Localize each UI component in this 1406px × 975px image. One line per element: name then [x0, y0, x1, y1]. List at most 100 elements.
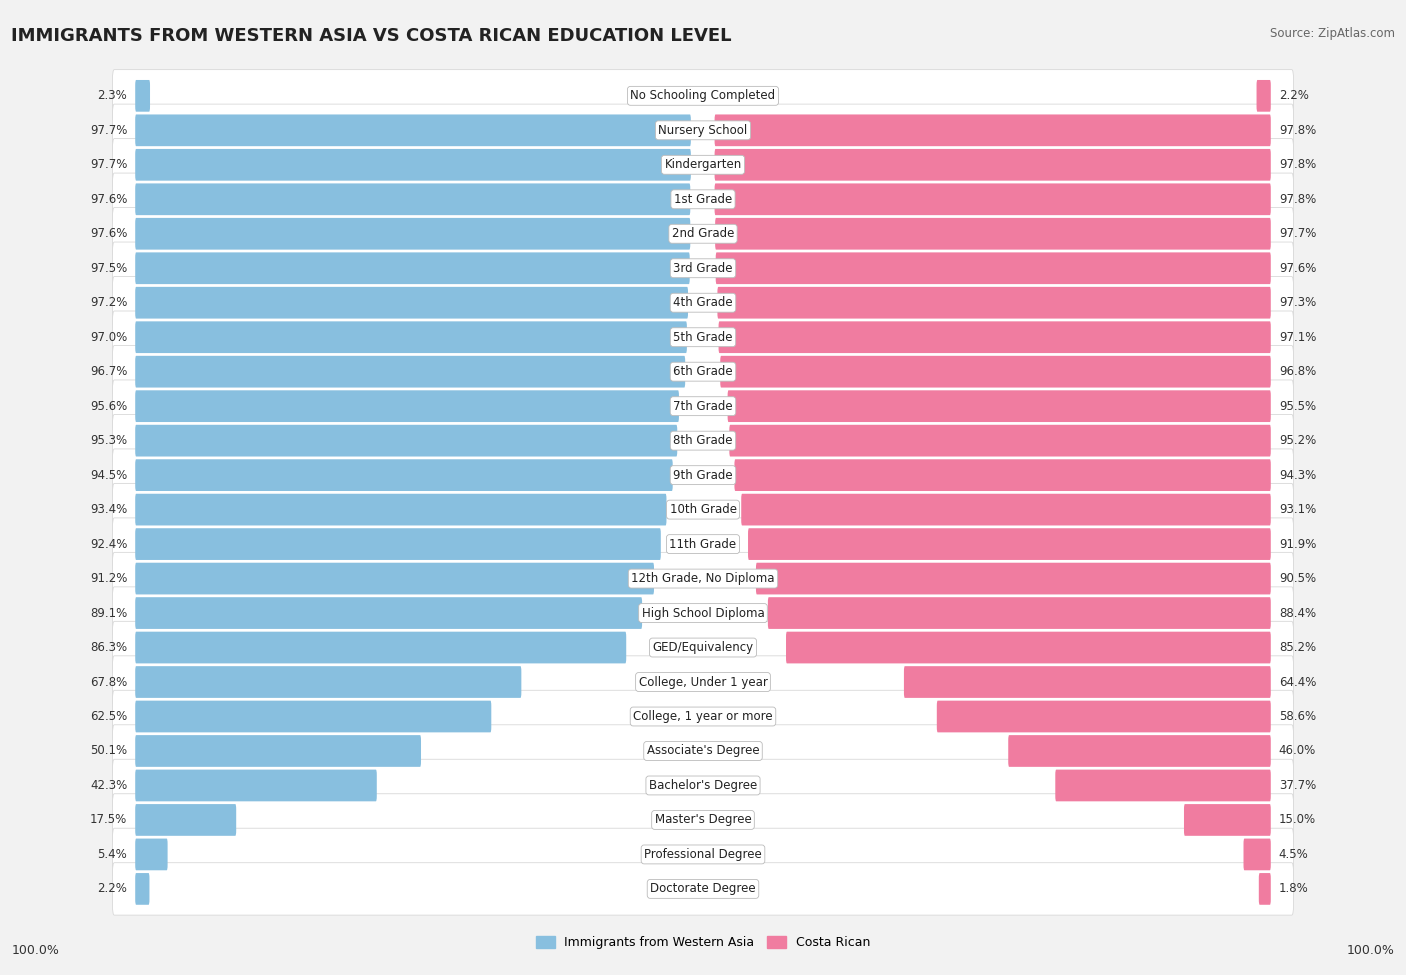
- Text: 10th Grade: 10th Grade: [669, 503, 737, 516]
- Text: 2.2%: 2.2%: [97, 882, 128, 895]
- Text: Master's Degree: Master's Degree: [655, 813, 751, 827]
- Text: 64.4%: 64.4%: [1279, 676, 1316, 688]
- FancyBboxPatch shape: [1008, 735, 1271, 767]
- Text: 11th Grade: 11th Grade: [669, 537, 737, 551]
- Text: 4.5%: 4.5%: [1279, 848, 1309, 861]
- Text: 4th Grade: 4th Grade: [673, 296, 733, 309]
- Text: 97.7%: 97.7%: [90, 158, 128, 172]
- FancyBboxPatch shape: [135, 253, 690, 284]
- FancyBboxPatch shape: [1257, 80, 1271, 112]
- FancyBboxPatch shape: [716, 217, 1271, 250]
- Text: 88.4%: 88.4%: [1279, 606, 1316, 619]
- Text: 97.7%: 97.7%: [90, 124, 128, 136]
- FancyBboxPatch shape: [112, 448, 1294, 501]
- FancyBboxPatch shape: [720, 356, 1271, 387]
- FancyBboxPatch shape: [112, 690, 1294, 743]
- Text: 97.0%: 97.0%: [90, 331, 128, 344]
- Text: 67.8%: 67.8%: [90, 676, 128, 688]
- Text: 3rd Grade: 3rd Grade: [673, 261, 733, 275]
- FancyBboxPatch shape: [786, 632, 1271, 663]
- Text: GED/Equivalency: GED/Equivalency: [652, 641, 754, 654]
- Text: 86.3%: 86.3%: [90, 641, 128, 654]
- FancyBboxPatch shape: [112, 414, 1294, 467]
- FancyBboxPatch shape: [112, 208, 1294, 260]
- Text: 95.2%: 95.2%: [1279, 434, 1316, 448]
- Text: 2nd Grade: 2nd Grade: [672, 227, 734, 240]
- FancyBboxPatch shape: [112, 174, 1294, 225]
- Text: 46.0%: 46.0%: [1279, 745, 1316, 758]
- Text: 2.2%: 2.2%: [1279, 90, 1309, 102]
- Text: Bachelor's Degree: Bachelor's Degree: [650, 779, 756, 792]
- FancyBboxPatch shape: [728, 390, 1271, 422]
- Text: 95.5%: 95.5%: [1279, 400, 1316, 412]
- Text: 50.1%: 50.1%: [90, 745, 128, 758]
- FancyBboxPatch shape: [1243, 838, 1271, 871]
- Text: 97.6%: 97.6%: [90, 193, 128, 206]
- FancyBboxPatch shape: [112, 724, 1294, 777]
- FancyBboxPatch shape: [730, 425, 1271, 456]
- FancyBboxPatch shape: [112, 104, 1294, 157]
- Text: 95.3%: 95.3%: [90, 434, 128, 448]
- Text: High School Diploma: High School Diploma: [641, 606, 765, 619]
- FancyBboxPatch shape: [135, 322, 688, 353]
- Text: 8th Grade: 8th Grade: [673, 434, 733, 448]
- FancyBboxPatch shape: [112, 760, 1294, 811]
- FancyBboxPatch shape: [718, 322, 1271, 353]
- Text: 93.1%: 93.1%: [1279, 503, 1316, 516]
- FancyBboxPatch shape: [748, 528, 1271, 560]
- FancyBboxPatch shape: [112, 518, 1294, 570]
- Text: Doctorate Degree: Doctorate Degree: [650, 882, 756, 895]
- FancyBboxPatch shape: [135, 598, 643, 629]
- FancyBboxPatch shape: [1184, 804, 1271, 836]
- FancyBboxPatch shape: [1056, 769, 1271, 801]
- FancyBboxPatch shape: [135, 666, 522, 698]
- FancyBboxPatch shape: [135, 114, 690, 146]
- FancyBboxPatch shape: [135, 287, 688, 319]
- FancyBboxPatch shape: [135, 735, 420, 767]
- Text: 97.1%: 97.1%: [1279, 331, 1316, 344]
- Text: Source: ZipAtlas.com: Source: ZipAtlas.com: [1270, 27, 1395, 40]
- Text: 97.8%: 97.8%: [1279, 193, 1316, 206]
- FancyBboxPatch shape: [135, 425, 678, 456]
- FancyBboxPatch shape: [135, 356, 685, 387]
- Text: 97.6%: 97.6%: [90, 227, 128, 240]
- Text: 97.2%: 97.2%: [90, 296, 128, 309]
- Text: 37.7%: 37.7%: [1279, 779, 1316, 792]
- FancyBboxPatch shape: [112, 484, 1294, 536]
- FancyBboxPatch shape: [112, 380, 1294, 432]
- Text: 2.3%: 2.3%: [97, 90, 128, 102]
- Text: 100.0%: 100.0%: [1347, 945, 1395, 957]
- Text: 93.4%: 93.4%: [90, 503, 128, 516]
- Text: 94.5%: 94.5%: [90, 469, 128, 482]
- FancyBboxPatch shape: [135, 563, 654, 595]
- FancyBboxPatch shape: [1258, 873, 1271, 905]
- Text: 97.8%: 97.8%: [1279, 124, 1316, 136]
- Text: 7th Grade: 7th Grade: [673, 400, 733, 412]
- FancyBboxPatch shape: [112, 138, 1294, 191]
- Text: 6th Grade: 6th Grade: [673, 366, 733, 378]
- FancyBboxPatch shape: [135, 183, 690, 215]
- FancyBboxPatch shape: [135, 390, 679, 422]
- FancyBboxPatch shape: [717, 287, 1271, 319]
- FancyBboxPatch shape: [135, 701, 491, 732]
- FancyBboxPatch shape: [112, 656, 1294, 708]
- FancyBboxPatch shape: [135, 838, 167, 871]
- Text: 95.6%: 95.6%: [90, 400, 128, 412]
- Text: 5th Grade: 5th Grade: [673, 331, 733, 344]
- FancyBboxPatch shape: [904, 666, 1271, 698]
- Text: 97.6%: 97.6%: [1279, 261, 1316, 275]
- FancyBboxPatch shape: [112, 828, 1294, 880]
- Text: 42.3%: 42.3%: [90, 779, 128, 792]
- Text: 17.5%: 17.5%: [90, 813, 128, 827]
- FancyBboxPatch shape: [936, 701, 1271, 732]
- Text: 5.4%: 5.4%: [97, 848, 128, 861]
- Text: Associate's Degree: Associate's Degree: [647, 745, 759, 758]
- Text: 97.3%: 97.3%: [1279, 296, 1316, 309]
- Text: 97.8%: 97.8%: [1279, 158, 1316, 172]
- FancyBboxPatch shape: [135, 149, 690, 180]
- Text: 62.5%: 62.5%: [90, 710, 128, 723]
- FancyBboxPatch shape: [714, 149, 1271, 180]
- FancyBboxPatch shape: [135, 804, 236, 836]
- FancyBboxPatch shape: [135, 873, 149, 905]
- Text: 97.5%: 97.5%: [90, 261, 128, 275]
